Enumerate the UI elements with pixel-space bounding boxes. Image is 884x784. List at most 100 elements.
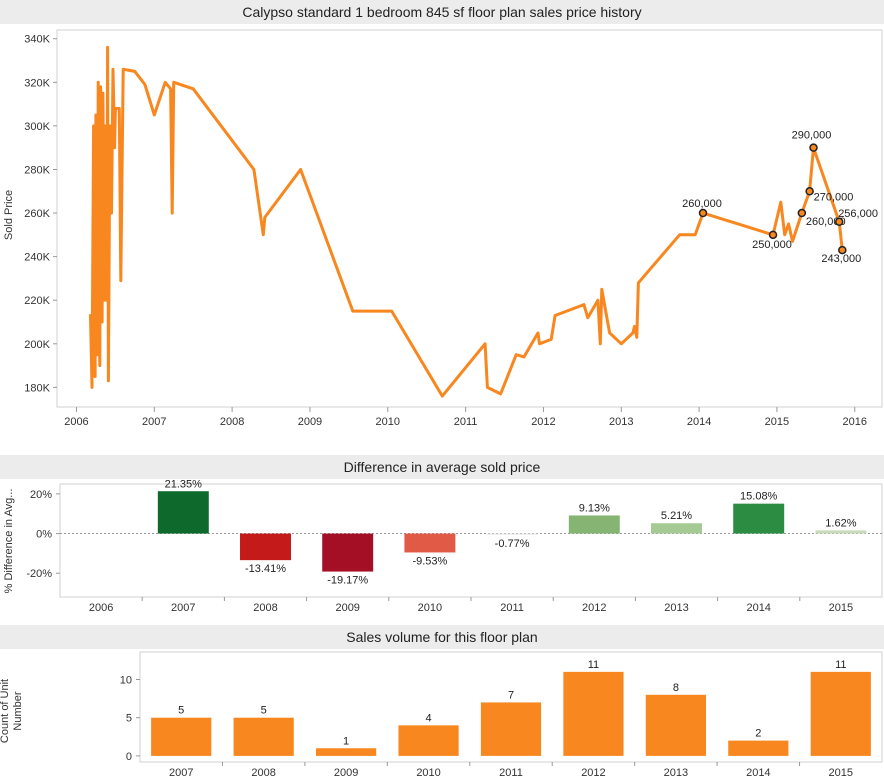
difference-bar [240, 533, 291, 561]
x-tick-label: 2009 [298, 416, 322, 428]
x-tick-label: 2007 [171, 602, 195, 614]
price-plot-frame [56, 29, 883, 408]
volume-data-label: 11 [588, 659, 599, 671]
y-tick-label: 320K [24, 77, 50, 89]
x-tick-label: 2011 [454, 416, 478, 428]
volume-data-label: 11 [835, 659, 846, 671]
price-data-label: 250,000 [752, 239, 792, 251]
x-tick-label: 2010 [376, 416, 400, 428]
price-marker [838, 245, 847, 255]
sales-volume-chart: Count of UnitNumber 10 5 0 2007 5 2008 5 2009 1 2… [0, 651, 883, 779]
volume-bar [316, 748, 377, 756]
price-marker [797, 208, 807, 218]
difference-bar [733, 503, 785, 534]
difference-data-label: -13.41% [245, 563, 286, 575]
y-tick-label: 340K [24, 34, 50, 46]
volume-bar [728, 740, 789, 756]
x-tick-label: 2015 [829, 767, 853, 779]
y-tick-label: 220K [24, 295, 50, 307]
x-tick-label: 2015 [765, 416, 789, 428]
y-tick-label: -20% [26, 568, 52, 580]
difference-bar [404, 533, 456, 553]
price-marker [805, 187, 814, 196]
volume-data-label: 1 [343, 735, 349, 747]
price-series-line [89, 45, 844, 398]
price-history-title: Calypso standard 1 bedroom 845 sf floor … [0, 0, 884, 24]
volume-data-label: 8 [673, 682, 679, 694]
x-tick-label: 2014 [746, 602, 770, 614]
price-marker [834, 217, 844, 227]
price-data-label: 260,000 [682, 198, 722, 210]
y-tick-label: 240K [24, 252, 50, 264]
x-tick-label: 2008 [253, 602, 277, 614]
x-tick-label: 2012 [581, 767, 605, 779]
x-tick-label: 2015 [829, 602, 853, 614]
x-tick-label: 2007 [142, 416, 166, 428]
difference-data-label: 1.62% [825, 517, 856, 529]
difference-bar [568, 515, 620, 534]
difference-data-label: 9.13% [579, 502, 610, 514]
y-tick-label: 10 [120, 675, 132, 687]
x-tick-label: 2014 [687, 416, 711, 428]
x-tick-label: 2006 [89, 602, 113, 614]
x-tick-label: 2012 [582, 602, 606, 614]
volume-bar [398, 725, 459, 756]
difference-ylabel: % Difference in Avg... [3, 489, 15, 594]
difference-data-label: -19.17% [327, 575, 368, 587]
x-tick-label: 2011 [499, 767, 523, 779]
volume-data-label: 7 [508, 689, 514, 701]
difference-data-label: 21.35% [165, 478, 203, 490]
x-tick-label: 2009 [335, 602, 359, 614]
price-data-label: 256,000 [838, 208, 878, 220]
x-tick-label: 2010 [418, 602, 442, 614]
volume-bar [480, 702, 542, 756]
x-tick-label: 2011 [500, 602, 524, 614]
x-tick-label: 2013 [664, 602, 688, 614]
price-data-label: 290,000 [792, 130, 832, 142]
volume-bar [233, 717, 294, 756]
y-tick-label: 0% [36, 529, 52, 541]
y-tick-label: 260K [24, 208, 50, 220]
difference-bar [815, 530, 867, 534]
difference-data-label: -0.77% [495, 538, 530, 550]
difference-title: Difference in average sold price [0, 455, 884, 479]
difference-data-label: 5.21% [661, 510, 692, 522]
difference-bar [651, 523, 702, 534]
difference-data-label: -9.53% [412, 555, 447, 567]
y-tick-label: 5 [126, 713, 132, 725]
volume-plot-frame [139, 651, 883, 763]
x-tick-label: 2016 [843, 416, 867, 428]
price-history-chart: Sold Price 180K 200K 220K 240K 260K 280K 300K 3… [3, 29, 883, 428]
price-data-label: 270,000 [814, 191, 854, 203]
volume-bar [645, 694, 706, 756]
x-tick-label: 2013 [609, 416, 633, 428]
price-marker [768, 230, 778, 240]
x-tick-label: 2009 [334, 767, 358, 779]
volume-bar [563, 671, 624, 756]
volume-data-label: 4 [425, 712, 431, 724]
y-tick-label: 0 [126, 751, 132, 763]
x-tick-label: 2008 [251, 767, 275, 779]
x-tick-label: 2008 [220, 416, 244, 428]
difference-bar [157, 491, 209, 534]
price-marker [809, 143, 818, 152]
price-data-label: 243,000 [821, 253, 861, 265]
x-tick-label: 2013 [664, 767, 688, 779]
difference-bar [322, 533, 374, 572]
y-tick-label: 180K [24, 382, 50, 394]
x-tick-label: 2010 [416, 767, 440, 779]
y-tick-label: 200K [24, 339, 50, 351]
price-marker [698, 208, 708, 218]
sales-volume-ylabel: Count of UnitNumber [0, 679, 24, 743]
y-tick-label: 300K [24, 121, 50, 133]
volume-data-label: 5 [178, 705, 184, 717]
price-data-label: 260,000 [806, 216, 846, 228]
price-history-ylabel: Sold Price [3, 190, 15, 240]
difference-bar [486, 533, 538, 536]
x-tick-label: 2006 [64, 416, 88, 428]
x-tick-label: 2007 [169, 767, 193, 779]
x-tick-label: 2014 [746, 767, 770, 779]
y-tick-label: 280K [24, 164, 50, 176]
x-tick-label: 2012 [531, 416, 555, 428]
y-tick-label: 20% [30, 489, 52, 501]
